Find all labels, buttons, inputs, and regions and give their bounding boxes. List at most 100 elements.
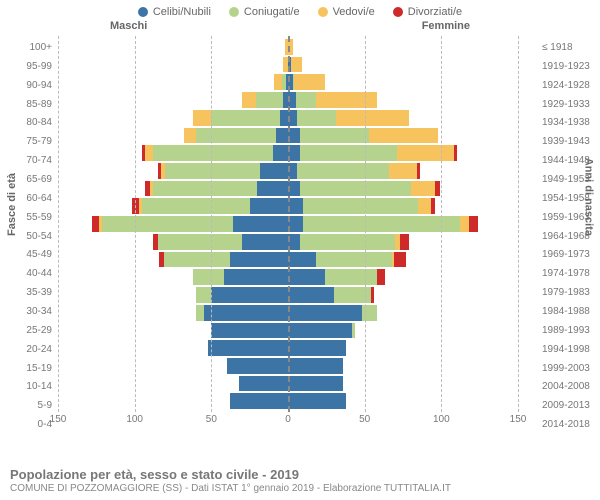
male-bar xyxy=(193,269,288,285)
birth-label: 1969-1973 xyxy=(538,245,600,264)
seg-cel xyxy=(280,110,288,126)
x-tick: 0 xyxy=(285,414,291,425)
age-label: 90-94 xyxy=(0,76,56,95)
age-label: 5-9 xyxy=(0,396,56,415)
male-bar xyxy=(196,287,288,303)
seg-con xyxy=(303,198,418,214)
male-bar xyxy=(230,393,288,409)
grid-line xyxy=(58,36,59,412)
birth-label: 1939-1943 xyxy=(538,132,600,151)
grid-line xyxy=(518,36,519,412)
seg-con xyxy=(297,163,389,179)
legend: Celibi/Nubili Coniugati/e Vedovi/e Divorzia… xyxy=(0,0,600,20)
age-label: 45-49 xyxy=(0,245,56,264)
x-tick: 100 xyxy=(433,414,450,425)
male-bar xyxy=(145,181,288,197)
female-bar xyxy=(288,358,343,374)
seg-cel xyxy=(288,323,352,339)
female-bar xyxy=(288,74,325,90)
age-label: 30-34 xyxy=(0,302,56,321)
age-label: 20-24 xyxy=(0,340,56,359)
seg-cel xyxy=(230,393,288,409)
birth-label: 2004-2008 xyxy=(538,377,600,396)
seg-con xyxy=(300,128,369,144)
legend-item: Divorziati/e xyxy=(393,6,462,18)
seg-div xyxy=(454,145,457,161)
age-label: 55-59 xyxy=(0,208,56,227)
age-label: 95-99 xyxy=(0,57,56,76)
seg-con xyxy=(352,323,355,339)
legend-item: Celibi/Nubili xyxy=(138,6,211,18)
female-bar xyxy=(288,92,377,108)
seg-cel xyxy=(276,128,288,144)
caption: Popolazione per età, sesso e stato civil… xyxy=(10,468,451,496)
age-label: 85-89 xyxy=(0,95,56,114)
legend-item: Vedovi/e xyxy=(318,6,375,18)
grid-line xyxy=(211,36,212,412)
male-bar xyxy=(153,234,288,250)
legend-label: Vedovi/e xyxy=(333,6,375,18)
female-bar xyxy=(288,376,343,392)
legend-swatch xyxy=(229,7,239,17)
male-bar xyxy=(211,323,288,339)
seg-div xyxy=(400,234,409,250)
seg-cel xyxy=(288,269,325,285)
birth-label: 1959-1963 xyxy=(538,208,600,227)
x-axis: 15010050050100150 xyxy=(58,412,518,430)
chart-subtitle: COMUNE DI POZZOMAGGIORE (SS) - Dati ISTA… xyxy=(10,482,451,496)
seg-div xyxy=(371,287,374,303)
age-axis: 100+95-9990-9485-8980-8475-7970-7465-696… xyxy=(0,38,56,434)
age-label: 50-54 xyxy=(0,227,56,246)
seg-cel xyxy=(288,305,362,321)
male-bar xyxy=(158,163,288,179)
female-bar xyxy=(288,393,346,409)
age-label: 65-69 xyxy=(0,170,56,189)
male-bar xyxy=(142,145,288,161)
seg-div xyxy=(377,269,385,285)
seg-ved xyxy=(294,74,325,90)
male-bar xyxy=(196,305,288,321)
birth-axis: ≤ 19181919-19231924-19281929-19331934-19… xyxy=(538,38,600,434)
birth-label: 1919-1923 xyxy=(538,57,600,76)
birth-label: 2009-2013 xyxy=(538,396,600,415)
male-bar xyxy=(159,252,288,268)
female-bar xyxy=(288,234,409,250)
seg-con xyxy=(297,110,335,126)
seg-ved xyxy=(242,92,256,108)
birth-label: 1999-2003 xyxy=(538,359,600,378)
age-label: 0-4 xyxy=(0,415,56,434)
female-bar xyxy=(288,323,355,339)
label-male: Maschi xyxy=(110,20,147,32)
birth-label: 1984-1988 xyxy=(538,302,600,321)
male-bar xyxy=(208,340,288,356)
age-label: 25-29 xyxy=(0,321,56,340)
birth-label: 1989-1993 xyxy=(538,321,600,340)
age-label: 60-64 xyxy=(0,189,56,208)
age-label: 80-84 xyxy=(0,113,56,132)
birth-label: 1924-1928 xyxy=(538,76,600,95)
x-tick: 100 xyxy=(126,414,143,425)
female-bar xyxy=(288,269,385,285)
male-bar xyxy=(92,216,288,232)
seg-cel xyxy=(230,252,288,268)
seg-cel xyxy=(288,340,346,356)
x-tick: 150 xyxy=(510,414,527,425)
seg-ved xyxy=(369,128,438,144)
seg-cel xyxy=(204,305,288,321)
seg-ved xyxy=(389,163,417,179)
female-bar xyxy=(288,163,420,179)
center-line xyxy=(288,36,290,412)
birth-label: 1974-1978 xyxy=(538,264,600,283)
seg-cel xyxy=(288,287,334,303)
legend-label: Coniugati/e xyxy=(244,6,300,18)
female-bar xyxy=(288,287,374,303)
male-bar xyxy=(242,92,288,108)
seg-cel xyxy=(239,376,288,392)
age-label: 40-44 xyxy=(0,264,56,283)
age-label: 10-14 xyxy=(0,377,56,396)
seg-cel xyxy=(208,340,288,356)
male-bar xyxy=(227,358,288,374)
seg-con xyxy=(300,145,397,161)
seg-cel xyxy=(288,216,303,232)
seg-div xyxy=(417,163,420,179)
